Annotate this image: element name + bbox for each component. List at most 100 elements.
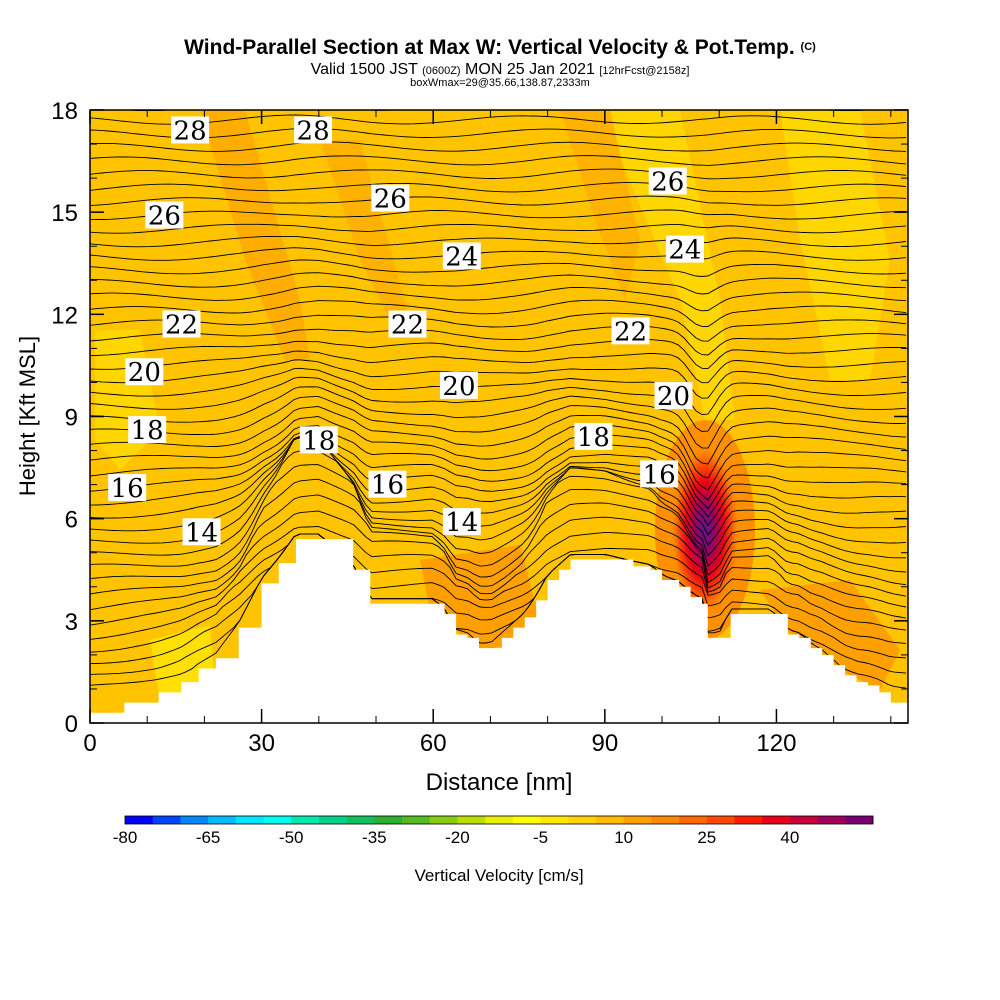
theta-label-box [439,371,478,399]
velocity-streak-weak [780,110,890,380]
theta-label-box [145,201,184,229]
theta-contour-line [90,299,907,327]
y-tick-label: 9 [65,405,78,432]
colorbar-swatch [263,816,292,824]
theta-label-text: 14 [445,508,478,538]
colorbar-tick-label: -65 [196,828,221,847]
colorbar-swatch [235,816,264,824]
x-tick-label: 90 [591,730,618,757]
theta-label-text: 18 [577,423,610,453]
theta-label-box [665,235,704,263]
colorbar-swatch [568,816,597,824]
theta-label-text: 24 [445,242,478,272]
theta-label: 18 [299,426,338,456]
theta-contour-line [90,367,907,416]
theta-contour-line [90,437,907,546]
colorbar-swatch [457,816,486,824]
theta-label: 14 [442,508,481,538]
theta-label-box [171,116,210,144]
terrain-profile [90,539,908,723]
theta-contour-line [90,478,907,586]
terrain-area [90,539,908,723]
colorbar-swatch [318,816,348,824]
theta-label-box [125,358,164,386]
theta-contour-line [90,450,906,559]
y-tick-label: 15 [51,200,78,227]
theta-contour-line [90,395,907,465]
theta-label-text: 26 [374,185,407,215]
theta-contour-line [90,435,907,518]
colorbar-label: Vertical Velocity [cm/s] [414,866,583,885]
colorbar-swatch [485,816,514,824]
theta-label: 20 [439,371,478,402]
colorbar-tick-label: 40 [780,828,799,847]
colorbar-swatch [734,816,763,824]
theta-label: 26 [145,201,184,232]
theta-contour-line [90,526,907,626]
theta-label-text: 20 [442,372,475,402]
chart-subtitle-2: boxWmax=29@35.66,138.87,2333m [410,77,590,89]
theta-label: 18 [128,416,167,446]
theta-label-text: 28 [297,116,330,146]
theta-contour-line [90,464,907,573]
theta-contour-line [90,168,907,180]
chart-title: Wind-Parallel Section at Max W: Vertical… [184,36,816,59]
theta-contour-line [90,141,907,152]
theta-contour-line [90,386,907,449]
theta-contour-line [90,436,907,527]
theta-label: 22 [388,310,427,341]
colorbar-swatch [706,816,735,824]
theta-contour-line [90,533,907,675]
theta-label-text: 22 [165,311,198,341]
colorbar-swatch [540,816,569,824]
theta-contour-line [90,209,907,221]
theta-label: 22 [162,310,201,341]
colorbar-swatch [429,816,458,824]
theta-label-text: 16 [111,474,144,504]
theta-contour-line [90,533,907,665]
theta-label-box [162,310,201,338]
theta-contour-line [90,223,907,234]
theta-contour-line [90,114,907,125]
y-axis-label: Height [Kft MSL] [15,336,40,496]
colorbar-swatch [512,816,541,824]
theta-label-box [640,460,679,488]
colorbar-frame [124,815,874,825]
theta-label-box [182,518,221,546]
theta-label-box [371,184,410,212]
theta-label-text: 18 [302,426,335,456]
theta-contour-line [90,435,907,536]
theta-label: 22 [611,317,650,347]
theta-label-text: 20 [657,382,690,412]
colorbar-tick-label: -35 [362,828,387,847]
theta-label-box [442,242,481,270]
theta-contour-line [90,312,907,342]
colorbar-tick-label: 10 [614,828,633,847]
theta-label-box [368,470,407,498]
theta-label-text: 24 [668,236,701,266]
theta-label: 20 [654,382,693,412]
theta-contour-line [90,350,907,384]
theta-label: 28 [294,116,333,146]
x-tick-label: 120 [756,730,796,757]
theta-label-box [574,422,613,450]
theta-label: 20 [125,358,164,388]
theta-contour-line [90,416,907,491]
colorbar-swatch [651,816,680,824]
theta-label-box [108,474,147,502]
theta-label: 16 [640,460,679,490]
theta-label: 24 [442,242,481,272]
y-tick-label: 3 [65,609,78,636]
colorbar-swatch [152,816,181,824]
colorbar-swatch [208,816,237,824]
theta-contour-line [90,425,907,501]
theta-label-text: 16 [643,460,676,490]
theta-contours [90,110,907,689]
theta-contour-line [90,406,907,479]
colorbar-swatch [679,816,708,824]
colorbar-swatch [789,816,818,824]
y-tick-label: 0 [65,711,78,738]
theta-label: 16 [368,470,407,501]
